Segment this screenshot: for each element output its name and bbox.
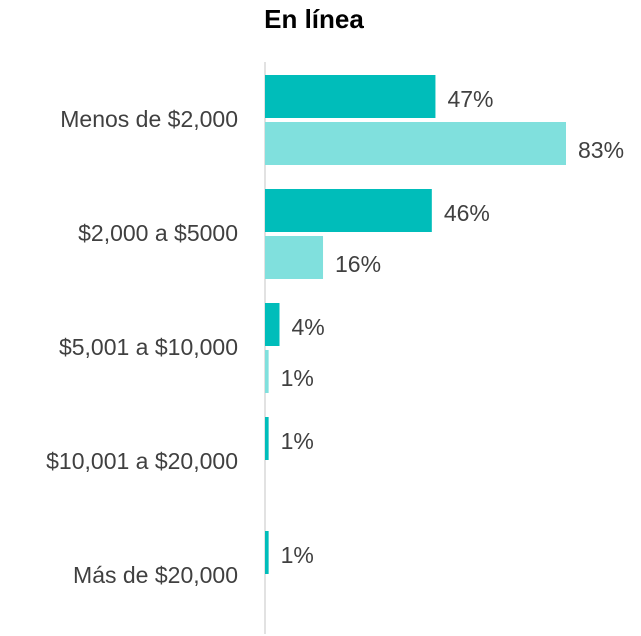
bar <box>265 303 280 346</box>
bar <box>265 236 324 279</box>
chart-title: En línea <box>264 4 364 34</box>
value-label: 1% <box>281 428 314 454</box>
bar <box>265 350 269 393</box>
value-label: 1% <box>281 365 314 391</box>
value-label: 16% <box>335 251 381 277</box>
bar <box>265 189 432 232</box>
value-label: 47% <box>447 86 493 112</box>
y-tick-label: Menos de $2,000 <box>60 106 238 132</box>
y-tick-label: Más de $20,000 <box>73 562 238 588</box>
bar <box>265 417 269 460</box>
value-label: 4% <box>292 314 325 340</box>
bar <box>265 75 436 118</box>
bar <box>265 122 566 165</box>
value-label: 46% <box>444 200 490 226</box>
y-tick-label: $5,001 a $10,000 <box>59 334 238 360</box>
y-tick-label: $2,000 a $5000 <box>78 220 238 246</box>
y-tick-label: $10,001 a $20,000 <box>46 448 238 474</box>
value-label: 1% <box>281 542 314 568</box>
bar <box>265 531 269 574</box>
value-label: 83% <box>578 137 624 163</box>
